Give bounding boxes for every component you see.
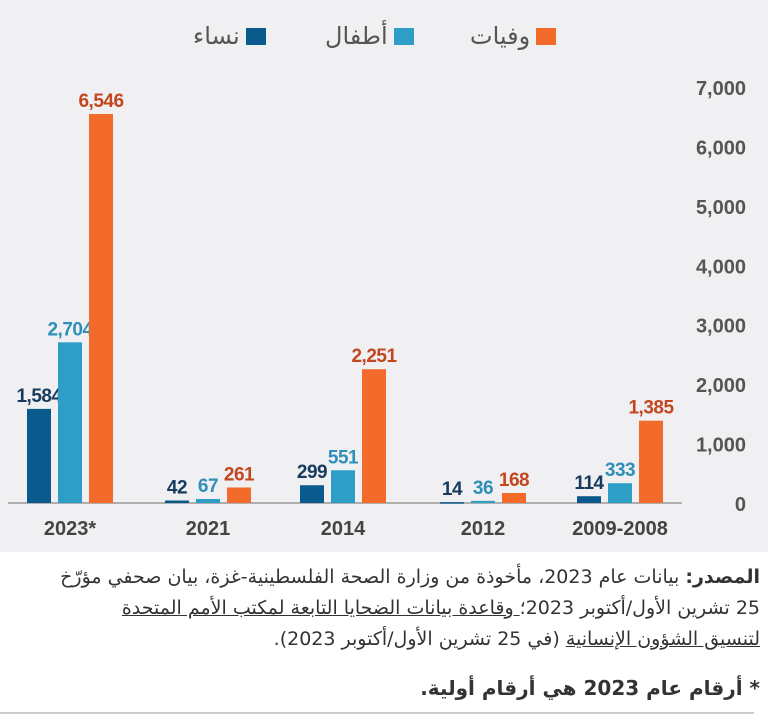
x-tick-label: 2012 (461, 518, 506, 540)
bar-children (608, 483, 632, 503)
legend-label-deaths: وفيات (470, 22, 531, 50)
legend-label-children: أطفال (325, 22, 388, 50)
legend-item-women: نساء (193, 22, 266, 50)
x-tick-label: 2021 (186, 518, 231, 540)
chart-area: وفيات أطفال نساء 0 1,000 2,000 3,000 4,000 5,… (0, 0, 768, 552)
bar-chart: 0 1,000 2,000 3,000 4,000 5,000 6,000 7,000 2009… (8, 78, 746, 540)
data-label: 261 (224, 464, 255, 485)
legend-swatch-children (393, 27, 414, 45)
data-label: 551 (328, 447, 359, 468)
bar-deaths (227, 487, 251, 503)
legend-item-children: أطفال (325, 22, 414, 50)
source-text: المصدر: بيانات عام 2023، مأخوذة من وزارة… (20, 562, 760, 655)
bar-women (440, 502, 464, 504)
data-label: 114 (574, 473, 604, 494)
y-tick-label: 3,000 (696, 316, 746, 338)
data-label: 2,251 (351, 346, 397, 367)
y-tick-label: 6,000 (696, 137, 746, 159)
data-label: 1,385 (628, 398, 674, 419)
bar-children (58, 342, 82, 503)
y-tick-label: 2,000 (696, 375, 746, 397)
legend-swatch-women (245, 27, 266, 45)
data-label: 333 (605, 460, 635, 481)
source-line1: بيانات عام 2023، مأخوذة من وزارة الصحة ا… (60, 566, 680, 588)
bar-deaths (89, 113, 113, 504)
source-label: المصدر: (685, 566, 760, 588)
y-tick-label: 4,000 (696, 256, 746, 278)
bar-children (331, 470, 355, 503)
bar-children (471, 500, 495, 503)
y-tick-label: 0 (735, 494, 746, 516)
source-line2: 25 تشرين الأول/أكتوبر 2023؛ (519, 597, 760, 619)
legend-swatch-deaths (536, 27, 557, 45)
bar-women (165, 500, 189, 503)
bar-deaths (502, 493, 526, 503)
y-tick-label: 1,000 (696, 435, 746, 457)
divider (0, 712, 754, 714)
bar-women (300, 485, 324, 503)
footnote: * أرقام عام 2023 هي أرقام أولية. (420, 676, 760, 700)
bar-children (196, 499, 220, 503)
x-tick-label: 2009-2008 (572, 518, 668, 540)
data-label: 14 (442, 479, 463, 500)
x-tick-label: 2023* (44, 518, 96, 540)
source-link-ocha-db[interactable]: وقاعدة بيانات الضحايا التابعة لمكتب الأم… (121, 597, 520, 619)
x-tick-label: 2014 (321, 518, 366, 540)
bar-women (27, 408, 51, 503)
bar-deaths (362, 369, 386, 503)
legend: وفيات أطفال نساء (0, 22, 768, 58)
data-label: 299 (297, 462, 327, 483)
source-link-ocha[interactable]: لتنسيق الشؤون الإنسانية (565, 628, 760, 650)
data-label: 1,584 (16, 386, 62, 407)
y-tick-label: 5,000 (696, 197, 746, 219)
data-label: 67 (198, 476, 218, 497)
bar-deaths (639, 420, 663, 503)
data-label: 42 (167, 478, 187, 499)
data-label: 2,704 (47, 319, 93, 340)
source-line3: (في 25 تشرين الأول/أكتوبر 2023). (273, 628, 566, 650)
legend-item-deaths: وفيات (470, 22, 557, 50)
bar-women (577, 496, 601, 503)
data-label: 6,546 (78, 91, 123, 112)
data-label: 36 (473, 478, 493, 499)
data-label: 168 (499, 470, 529, 491)
legend-label-women: نساء (193, 22, 240, 50)
y-tick-label: 7,000 (696, 78, 746, 100)
